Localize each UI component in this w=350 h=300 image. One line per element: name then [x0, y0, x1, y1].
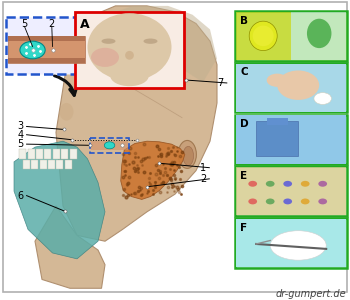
Ellipse shape: [248, 199, 257, 204]
Bar: [65, 160, 72, 169]
Bar: [235, 167, 346, 216]
Bar: [70, 148, 77, 159]
Bar: [61, 148, 68, 159]
Bar: [256, 121, 298, 156]
Text: dr-gumpert.de: dr-gumpert.de: [276, 289, 346, 299]
Bar: [236, 12, 291, 60]
Ellipse shape: [301, 199, 310, 204]
Polygon shape: [56, 6, 217, 241]
Ellipse shape: [91, 48, 119, 67]
Ellipse shape: [178, 140, 196, 168]
Ellipse shape: [125, 51, 134, 60]
Ellipse shape: [248, 181, 257, 187]
Ellipse shape: [284, 181, 292, 187]
Text: 7: 7: [217, 78, 224, 88]
Bar: [48, 160, 55, 169]
Ellipse shape: [284, 199, 292, 204]
Ellipse shape: [277, 70, 319, 100]
Polygon shape: [63, 6, 217, 82]
Bar: [6, 17, 87, 74]
Text: D: D: [240, 119, 249, 129]
Bar: [236, 64, 346, 112]
Bar: [236, 219, 346, 267]
Ellipse shape: [301, 181, 310, 187]
Ellipse shape: [60, 103, 74, 121]
Ellipse shape: [270, 231, 326, 260]
Bar: [235, 218, 346, 268]
Bar: [28, 148, 35, 159]
Bar: [44, 148, 51, 159]
Text: C: C: [240, 68, 248, 77]
Bar: [8, 58, 85, 63]
Text: 4: 4: [17, 130, 23, 140]
Text: 1: 1: [200, 163, 206, 173]
Text: 5: 5: [21, 19, 28, 28]
Text: A: A: [79, 18, 89, 31]
Ellipse shape: [102, 38, 116, 44]
Text: 2: 2: [49, 19, 55, 28]
Bar: [235, 115, 346, 164]
Ellipse shape: [266, 199, 275, 204]
Bar: [236, 167, 346, 215]
Bar: [236, 115, 346, 164]
Ellipse shape: [307, 19, 331, 48]
Polygon shape: [121, 141, 185, 200]
Text: 2: 2: [200, 174, 206, 184]
Ellipse shape: [88, 13, 172, 81]
Ellipse shape: [253, 26, 274, 46]
Bar: [90, 138, 129, 153]
Text: E: E: [240, 171, 247, 181]
Bar: [23, 160, 30, 169]
Ellipse shape: [267, 74, 288, 87]
Text: F: F: [240, 223, 247, 233]
Text: B: B: [240, 16, 248, 26]
Bar: [291, 12, 346, 60]
Bar: [8, 36, 85, 63]
Ellipse shape: [266, 181, 275, 187]
Ellipse shape: [110, 66, 149, 86]
Bar: [36, 148, 43, 159]
Bar: [235, 63, 346, 112]
Text: 3: 3: [17, 122, 23, 131]
Ellipse shape: [318, 181, 327, 187]
Ellipse shape: [318, 199, 327, 204]
Ellipse shape: [104, 142, 115, 149]
Bar: [19, 148, 26, 159]
Bar: [75, 12, 184, 88]
Bar: [267, 118, 288, 125]
Bar: [31, 160, 38, 169]
Bar: [8, 36, 85, 40]
Ellipse shape: [249, 21, 277, 51]
Bar: [40, 160, 47, 169]
Ellipse shape: [144, 38, 158, 44]
Bar: [56, 160, 63, 169]
Bar: [91, 141, 128, 150]
Bar: [235, 11, 346, 61]
Ellipse shape: [314, 93, 331, 104]
Bar: [53, 148, 60, 159]
Ellipse shape: [183, 146, 194, 166]
Ellipse shape: [20, 41, 45, 59]
Polygon shape: [35, 206, 105, 288]
Text: 5: 5: [17, 139, 23, 149]
Text: 6: 6: [17, 190, 23, 201]
Polygon shape: [14, 141, 105, 259]
